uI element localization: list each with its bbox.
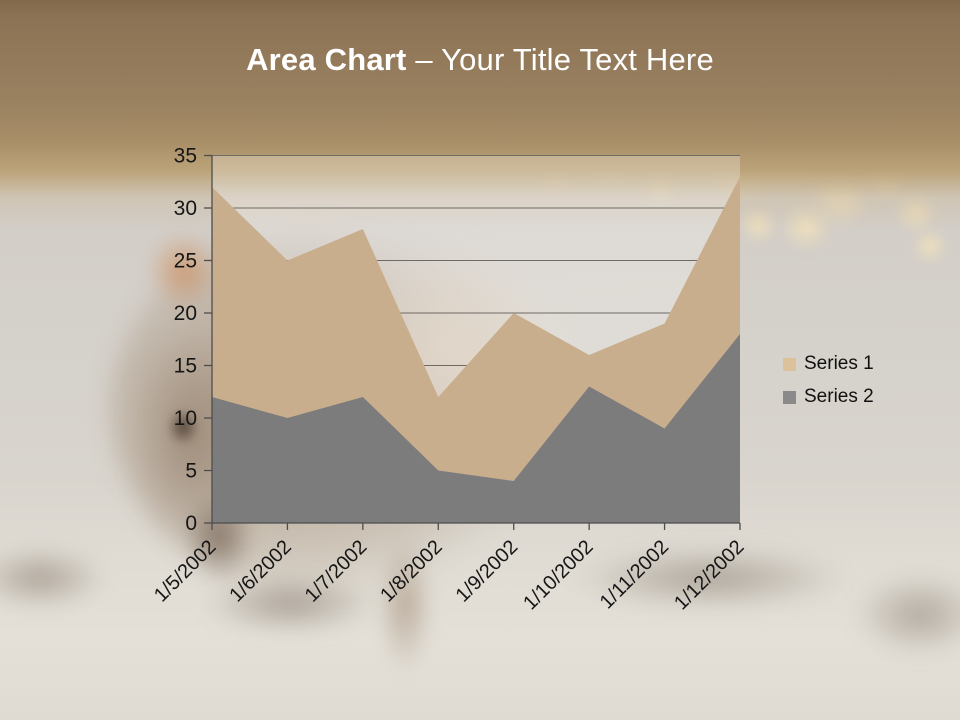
- x-tick-label: 1/10/2002: [519, 536, 597, 614]
- x-tick-label: 1/5/2002: [150, 536, 221, 607]
- x-tick-label: 1/8/2002: [376, 536, 447, 607]
- y-tick-label: 30: [174, 197, 197, 220]
- x-tick-label: 1/11/2002: [596, 536, 673, 613]
- sand-shadow: [855, 575, 960, 655]
- x-tick-label: 1/9/2002: [452, 536, 523, 607]
- y-tick-label: 15: [174, 355, 197, 378]
- x-tick-label: 1/7/2002: [301, 536, 372, 607]
- y-tick-label: 0: [185, 512, 197, 535]
- animal-leg-blur: [378, 540, 432, 670]
- title-regular-text: – Your Title Text Here: [406, 42, 714, 77]
- animal-eye-blur: [167, 409, 199, 445]
- title-band: [0, 0, 960, 230]
- legend-label: Series 2: [804, 386, 874, 407]
- chart-legend[interactable]: Series 1 Series 2: [783, 353, 874, 408]
- animal-ear-blur: [146, 230, 220, 310]
- y-tick-label: 35: [174, 145, 197, 168]
- bokeh-spot: [912, 228, 948, 264]
- x-tick-label: 1/6/2002: [225, 536, 296, 607]
- y-tick-label: 5: [185, 460, 197, 483]
- sand-shadow: [0, 548, 105, 608]
- y-tick-label: 10: [174, 407, 197, 430]
- legend-item-series-1[interactable]: Series 1: [783, 353, 874, 375]
- legend-item-series-2[interactable]: Series 2: [783, 386, 874, 408]
- legend-swatch-icon: [783, 390, 796, 404]
- legend-label: Series 1: [804, 353, 874, 374]
- area-series-2[interactable]: [212, 334, 740, 523]
- sand-shadow: [575, 548, 845, 608]
- x-tick-label: 1/12/2002: [670, 536, 748, 614]
- legend-swatch-icon: [783, 357, 796, 371]
- page-title: Area Chart – Your Title Text Here: [0, 42, 960, 78]
- y-tick-label: 20: [174, 302, 197, 325]
- title-bold-text: Area Chart: [246, 42, 407, 77]
- sand-shadow: [205, 575, 375, 633]
- y-tick-label: 25: [174, 250, 197, 273]
